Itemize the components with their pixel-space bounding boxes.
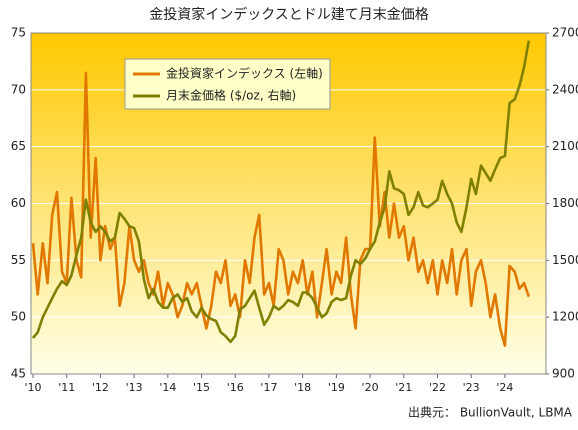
y-tick-label: 50 (11, 310, 26, 324)
x-tick-label: '20 (362, 381, 379, 394)
y2-tick-label: 1800 (552, 196, 578, 210)
x-tick-label: '16 (227, 381, 244, 394)
x-tick-label: '11 (58, 381, 75, 394)
y-tick-label: 70 (11, 82, 26, 96)
y2-tick-label: 1500 (552, 253, 578, 267)
source: 出典元： BullionVault, LBMA (408, 406, 573, 420)
x-tick-label: '21 (395, 381, 412, 394)
chart-title: 金投資家インデックスとドル建て月末金価格 (149, 6, 429, 23)
x-tick-label: '24 (496, 381, 513, 394)
x-tick-label: '12 (92, 381, 109, 394)
legend-label: 金投資家インデックス (左軸) (166, 66, 323, 81)
y-tick-label: 45 (11, 367, 26, 381)
legend-label: 月末金価格 ($/oz, 右軸) (166, 88, 296, 103)
legend: 金投資家インデックス (左軸) 月末金価格 ($/oz, 右軸) (124, 58, 331, 110)
y-tick-label: 75 (11, 26, 26, 40)
y2-tick-label: 2700 (552, 26, 578, 40)
series-line (31, 71, 531, 347)
y-tick-label: 65 (11, 139, 26, 153)
x-tick-label: '17 (260, 381, 277, 394)
y2-tick-label: 1200 (552, 310, 578, 324)
plot-frame (30, 32, 547, 375)
y-tick-label: 60 (11, 196, 26, 210)
x-tick-label: '23 (463, 381, 480, 394)
y2-tick-label: 2400 (552, 82, 578, 96)
y-tick-label: 55 (11, 253, 26, 267)
x-tick-label: '15 (193, 381, 210, 394)
legend-box (124, 58, 331, 110)
y2-tick-label: 2100 (552, 139, 578, 153)
x-tick-label: '19 (328, 381, 345, 394)
x-tick-label: '22 (429, 381, 446, 394)
y2-tick-label: 900 (552, 367, 575, 381)
x-tick-label: '14 (159, 381, 176, 394)
x-tick-label: '13 (126, 381, 143, 394)
series-line (31, 40, 531, 344)
x-tick-label: '18 (294, 381, 311, 394)
x-tick-label: '10 (25, 381, 42, 394)
